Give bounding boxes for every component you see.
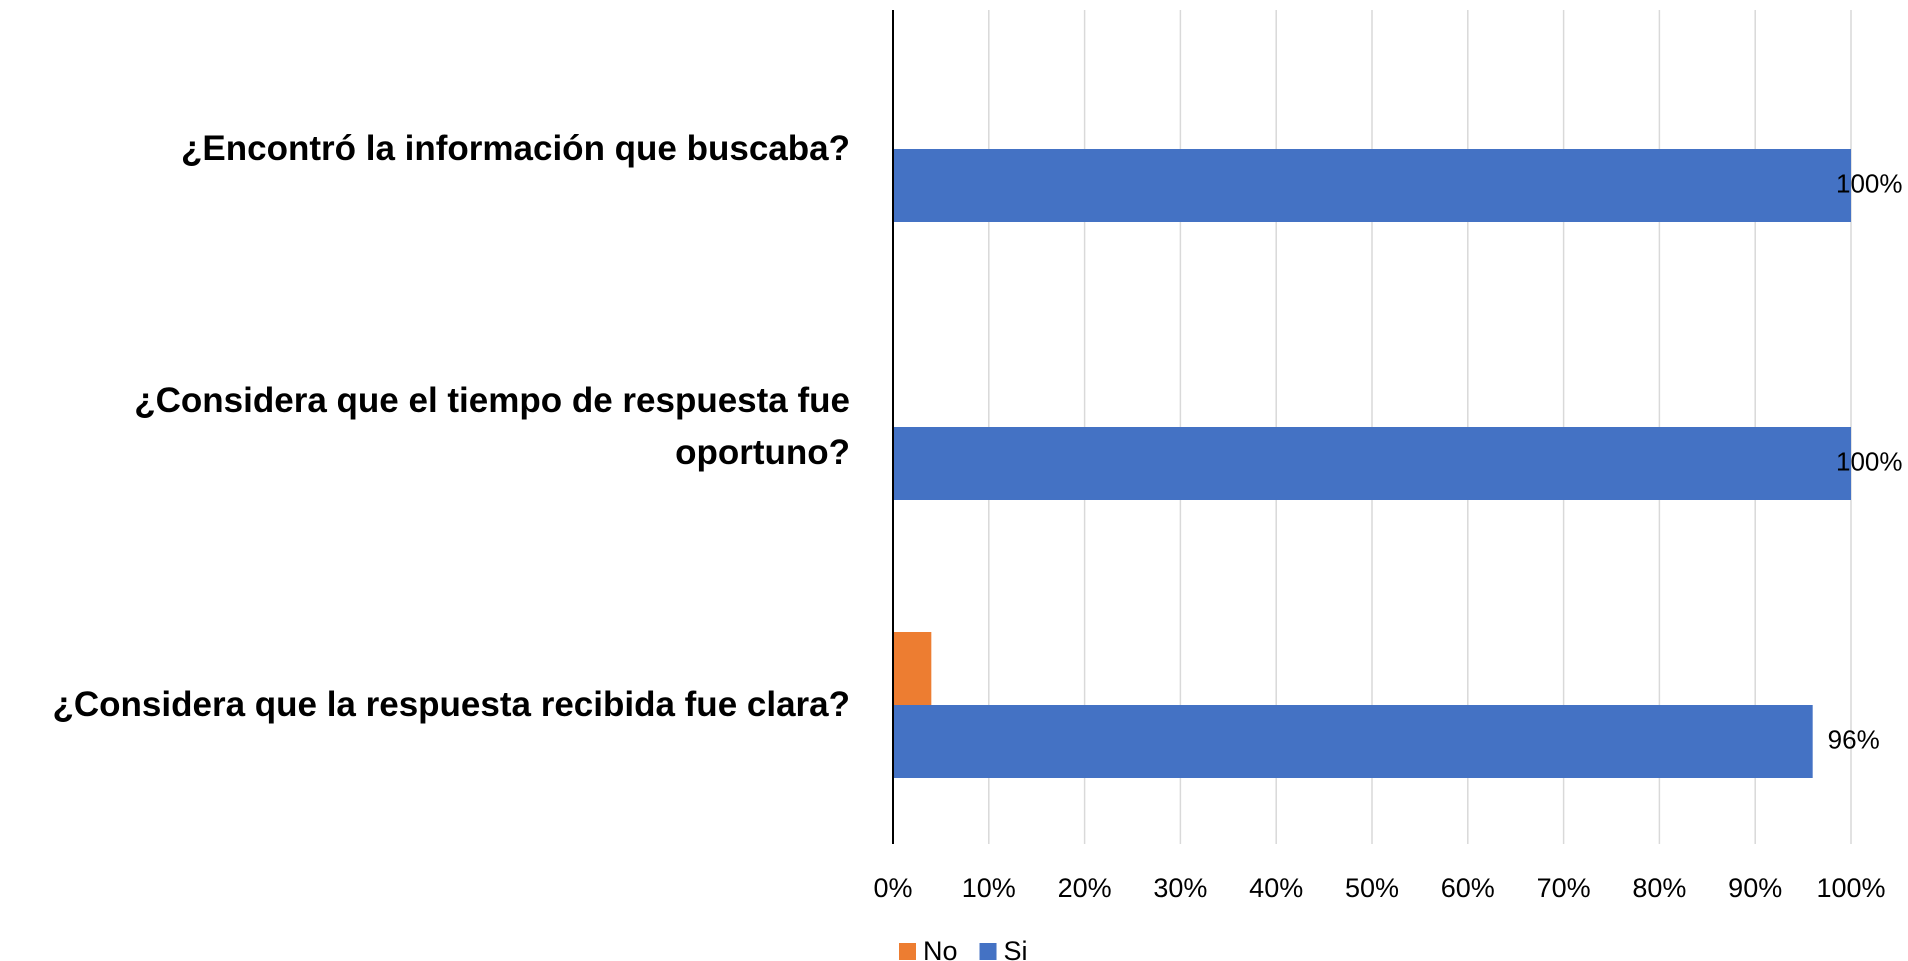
- x-tick-label: 80%: [1632, 873, 1686, 903]
- x-tick-label: 90%: [1728, 873, 1782, 903]
- x-tick-label: 100%: [1816, 873, 1885, 903]
- x-tick-label: 20%: [1058, 873, 1112, 903]
- bar: [893, 427, 1851, 500]
- legend-label: No: [923, 936, 958, 961]
- x-tick-label: 70%: [1537, 873, 1591, 903]
- category-label: ¿Encontró la información que buscaba?: [181, 129, 850, 168]
- legend-swatch: [979, 943, 997, 960]
- legend-label: Si: [1004, 936, 1028, 961]
- x-tick-label: 10%: [962, 873, 1016, 903]
- x-tick-label: 30%: [1153, 873, 1207, 903]
- x-tick-label: 60%: [1441, 873, 1495, 903]
- data-label: 100%: [1836, 168, 1903, 198]
- category-label: ¿Considera que el tiempo de respuesta fu…: [134, 381, 850, 472]
- bar: [893, 705, 1813, 778]
- x-tick-label: 50%: [1345, 873, 1399, 903]
- bar: [893, 149, 1851, 222]
- legend-swatch: [899, 943, 916, 960]
- category-label: ¿Considera que la respuesta recibida fue…: [52, 685, 851, 724]
- bar: [893, 632, 932, 705]
- data-label: 96%: [1828, 724, 1880, 754]
- x-tick-label: 40%: [1249, 873, 1303, 903]
- x-tick-label: 0%: [873, 873, 912, 903]
- data-label: 100%: [1836, 446, 1903, 476]
